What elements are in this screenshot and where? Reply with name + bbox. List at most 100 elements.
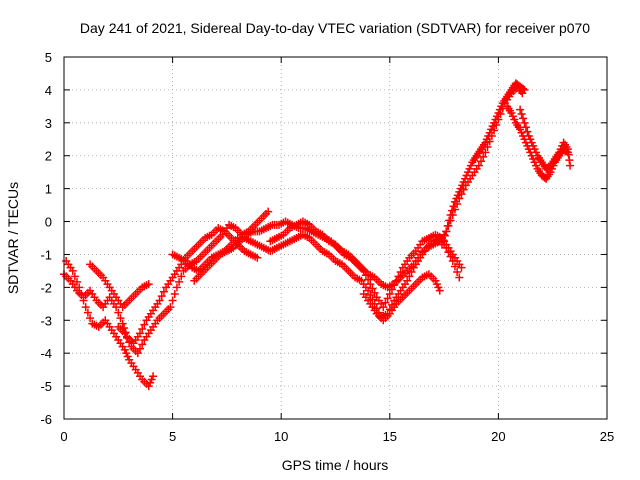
data-point bbox=[381, 298, 390, 307]
data-point bbox=[446, 210, 455, 219]
data-point bbox=[83, 308, 92, 317]
data-point bbox=[403, 276, 412, 285]
y-tick-label: 1 bbox=[45, 182, 52, 197]
data-point bbox=[519, 84, 528, 93]
y-axis-label: SDTVAR / TECUs bbox=[5, 182, 21, 294]
data-point bbox=[140, 320, 149, 329]
data-point bbox=[125, 338, 134, 347]
data-point bbox=[435, 286, 444, 295]
data-point bbox=[138, 340, 147, 349]
data-point bbox=[159, 287, 168, 296]
y-tick-label: 2 bbox=[45, 149, 52, 164]
data-point bbox=[477, 157, 486, 166]
data-point bbox=[439, 236, 448, 245]
data-point bbox=[149, 372, 158, 381]
x-tick-label: 10 bbox=[274, 429, 288, 444]
data-point bbox=[253, 253, 262, 262]
data-point bbox=[448, 257, 457, 266]
data-point bbox=[79, 296, 88, 305]
data-point bbox=[516, 105, 525, 114]
x-tick-label: 0 bbox=[60, 429, 67, 444]
data-point bbox=[177, 272, 186, 281]
axis-ticks: 0 5 10 15 20 25 -6 -5 -4 -3 -2 -1 0 1 2 3 4 5 bbox=[40, 50, 614, 444]
data-point bbox=[449, 202, 458, 211]
series-track-11 bbox=[516, 105, 575, 173]
y-tick-label: -1 bbox=[40, 247, 52, 262]
x-tick-label: 25 bbox=[600, 429, 614, 444]
data-point bbox=[70, 272, 79, 281]
data-point bbox=[519, 114, 528, 123]
grid bbox=[64, 57, 607, 419]
data-point bbox=[450, 262, 459, 271]
series-track-2 bbox=[62, 257, 158, 391]
data-point bbox=[86, 314, 95, 323]
data-point bbox=[474, 161, 483, 170]
x-tick-label: 15 bbox=[383, 429, 397, 444]
data-point bbox=[172, 283, 181, 292]
data-point bbox=[517, 110, 526, 119]
data-point bbox=[144, 280, 153, 289]
data-point bbox=[453, 268, 462, 277]
y-tick-label: -3 bbox=[40, 313, 52, 328]
data-point bbox=[175, 277, 184, 286]
data-point bbox=[523, 127, 532, 136]
data-point bbox=[437, 240, 446, 249]
data-point bbox=[443, 221, 452, 230]
series-track-8 bbox=[359, 270, 444, 325]
data-point bbox=[405, 272, 414, 281]
y-tick-label: 0 bbox=[45, 215, 52, 230]
series-track-9 bbox=[437, 79, 529, 249]
data-series bbox=[60, 79, 575, 391]
data-point bbox=[73, 277, 82, 286]
x-axis-label: GPS time / hours bbox=[282, 457, 389, 473]
y-tick-label: 5 bbox=[45, 50, 52, 65]
data-point bbox=[157, 292, 166, 301]
y-tick-label: -2 bbox=[40, 280, 52, 295]
plot-frame bbox=[63, 56, 608, 420]
series-track-10 bbox=[503, 102, 572, 183]
data-point bbox=[366, 291, 375, 300]
data-point bbox=[481, 148, 490, 157]
data-point bbox=[138, 325, 147, 334]
data-point bbox=[566, 161, 575, 170]
data-point bbox=[368, 284, 377, 293]
y-tick-label: -6 bbox=[40, 412, 52, 427]
series-track-4 bbox=[114, 207, 273, 358]
data-point bbox=[440, 231, 449, 240]
data-point bbox=[170, 289, 179, 298]
series-track-3 bbox=[86, 260, 153, 312]
data-point bbox=[264, 207, 273, 216]
data-point bbox=[444, 248, 453, 257]
data-point bbox=[114, 308, 123, 317]
data-point bbox=[122, 333, 131, 342]
data-point bbox=[479, 152, 488, 161]
data-point bbox=[77, 289, 86, 298]
data-point bbox=[366, 280, 375, 289]
data-point bbox=[168, 296, 177, 305]
data-point bbox=[116, 314, 125, 323]
data-point bbox=[166, 303, 175, 312]
data-point bbox=[379, 303, 388, 312]
y-tick-label: 3 bbox=[45, 116, 52, 131]
y-tick-label: -4 bbox=[40, 346, 52, 361]
x-tick-label: 5 bbox=[169, 429, 176, 444]
data-point bbox=[368, 295, 377, 304]
y-tick-label: -5 bbox=[40, 379, 52, 394]
data-point bbox=[118, 319, 127, 328]
y-tick-label: 4 bbox=[45, 83, 52, 98]
x-tick-label: 20 bbox=[491, 429, 505, 444]
data-point bbox=[383, 294, 392, 303]
data-point bbox=[136, 329, 145, 338]
data-point bbox=[370, 288, 379, 297]
data-point bbox=[521, 123, 530, 132]
data-point bbox=[445, 216, 454, 225]
data-point bbox=[75, 283, 84, 292]
data-point bbox=[446, 252, 455, 261]
data-point bbox=[520, 118, 529, 127]
data-point bbox=[448, 206, 457, 215]
data-point bbox=[520, 85, 529, 94]
data-point bbox=[385, 289, 394, 298]
data-point bbox=[120, 329, 129, 338]
data-point bbox=[457, 263, 466, 272]
data-point bbox=[442, 243, 451, 252]
